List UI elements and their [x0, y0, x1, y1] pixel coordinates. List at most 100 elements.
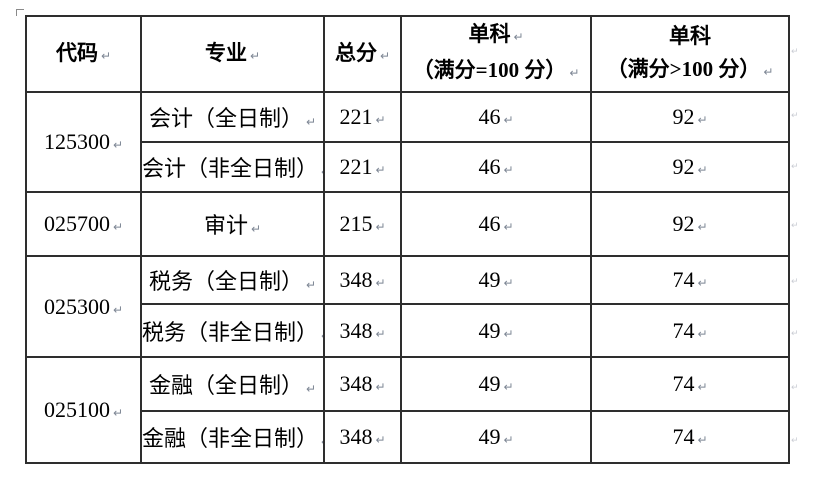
major-value: 审计 [203, 213, 248, 238]
major-value: 金融（非全日制） [142, 426, 319, 451]
cell-single-gt100: 74 ↵ [590, 356, 790, 412]
cell-major: 税务（非全日制）↵ [140, 303, 325, 358]
header-code: 代码 ↵ [25, 15, 142, 93]
cell-single-eq100: 46 ↵ [400, 141, 592, 193]
table-row: 025300 ↵ 税务（全日制） ↵ 348 ↵ 49 ↵ 74 ↵ [25, 255, 790, 358]
cell-end-mark: ↵ [375, 326, 386, 341]
cell-total: 215 ↵ [323, 191, 402, 257]
cell-single-gt100: 74 ↵ [590, 303, 790, 358]
major-value: 税务（非全日制） [142, 319, 319, 345]
total-value: 215 [339, 211, 373, 236]
cell-end-mark: ↵ [112, 138, 124, 152]
cell-total: 348 ↵ [323, 255, 402, 305]
cell-end-mark: ↵ [503, 163, 514, 177]
cell-end-mark: ↵ [375, 113, 386, 127]
cell-major: 税务（全日制） ↵ [140, 255, 325, 305]
cell-end-mark: ↵ [513, 30, 524, 44]
row-end-mark: ↵ [791, 47, 799, 57]
table-row: 税务（非全日制）↵ 348↵ 49↵ 74↵ [26, 303, 790, 358]
cell-total: 348 ↵ [323, 356, 402, 412]
single-gt-value: 74 [672, 424, 695, 449]
code-value: 025300 [43, 293, 110, 319]
single-gt-value: 92 [672, 154, 695, 179]
single-eq-value: 49 [478, 317, 501, 343]
total-value: 348 [339, 267, 373, 292]
header-single-subject-gt100: 单科 （满分>100 分） ↵ [590, 15, 790, 93]
cell-end-mark: ↵ [503, 113, 514, 127]
cell-code: 025300 ↵ [25, 255, 142, 358]
table-row: 金融（非全日制）↵ 348↵ 49↵ 74↵ [26, 410, 790, 464]
cell-single-gt100: 92 ↵ [590, 91, 790, 143]
row-end-mark: ↵ [791, 162, 799, 172]
cell-end-mark: ↵ [100, 48, 112, 63]
single-gt-value: 92 [672, 104, 695, 129]
cell-major: 审计 ↵ [140, 191, 325, 257]
single-eq-value: 49 [478, 371, 501, 396]
cell-major: 会计（全日制） ↵ [140, 91, 325, 143]
cell-single-eq100: 49 ↵ [400, 410, 592, 464]
single-gt-value: 74 [672, 317, 695, 343]
header-single-subject-eq100: 单科 ↵ （满分=100 分） ↵ [400, 15, 592, 93]
cell-single-gt100: 92 ↵ [590, 191, 790, 257]
single-eq-value: 49 [478, 424, 501, 449]
total-value: 221 [339, 154, 373, 179]
header-line: （满分>100 分） ↵ [593, 53, 787, 89]
header-total-label: 总分 [334, 40, 377, 65]
cell-end-mark: ↵ [697, 433, 708, 447]
row-end-mark: ↵ [791, 221, 799, 231]
single-gt-value: 74 [672, 371, 695, 396]
cell-end-mark: ↵ [697, 380, 708, 394]
cell-end-mark: ↵ [112, 302, 124, 317]
table-row: 125300 ↵ 会计（全日制） ↵ 221 ↵ 46 ↵ 92 ↵ [25, 91, 790, 193]
cell-end-mark: ↵ [503, 276, 514, 290]
code-value: 025700 [43, 211, 110, 236]
table-row: 025100 ↵ 金融（全日制） ↵ 348 ↵ 49 ↵ 74 ↵ [25, 356, 790, 464]
header-major-label: 专业 [204, 40, 247, 65]
cell-single-eq100: 49 ↵ [400, 303, 592, 358]
row-end-mark: ↵ [791, 329, 799, 339]
total-value: 348 [339, 371, 373, 396]
cell-end-mark: ↵ [250, 222, 262, 236]
cell-single-eq100: 46 ↵ [400, 191, 592, 257]
cell-end-mark: ↵ [375, 433, 386, 447]
cell-code: 025700 ↵ [25, 191, 142, 257]
code-value: 125300 [43, 129, 110, 154]
cell-single-eq100: 49 ↵ [400, 356, 592, 412]
header-line: （满分=100 分） ↵ [403, 54, 589, 90]
cell-end-mark: ↵ [112, 220, 124, 234]
header-single-eq-line2: （满分=100 分） [412, 58, 567, 82]
total-value: 221 [339, 104, 373, 129]
cell-end-mark: ↵ [375, 163, 386, 177]
row-end-mark: ↵ [791, 277, 799, 287]
cell-single-gt100: 74 ↵ [590, 410, 790, 464]
cell-end-mark: ↵ [321, 329, 322, 343]
cell-end-mark: ↵ [379, 48, 391, 63]
cell-code: 025100 ↵ [25, 356, 142, 464]
header-line: 单科 [593, 20, 787, 53]
cell-total: 221 ↵ [323, 141, 402, 193]
cell-end-mark: ↵ [697, 220, 708, 234]
cell-end-mark: ↵ [569, 66, 580, 80]
table-header-row: 代码 ↵ 专业 ↵ 总分 ↵ 单科 ↵ （满分=100 分） ↵ 单科 （满分>100 分… [25, 15, 790, 93]
cell-end-mark: ↵ [305, 278, 317, 292]
cell-end-mark: ↵ [503, 326, 514, 341]
cell-end-mark: ↵ [697, 276, 708, 290]
cell-end-mark: ↵ [375, 220, 386, 234]
header-single-gt-line2: （满分>100 分） [606, 56, 761, 81]
row-end-mark: ↵ [791, 383, 799, 393]
major-value: 会计（全日制） [148, 106, 303, 131]
header-major: 专业 ↵ [140, 15, 325, 93]
row-end-mark: ↵ [791, 111, 799, 121]
header-single-eq-line1: 单科 [468, 22, 511, 46]
cell-code: 125300 ↵ [25, 91, 142, 193]
cell-total: 348 ↵ [323, 303, 402, 358]
cell-end-mark: ↵ [305, 382, 317, 396]
total-value: 348 [339, 317, 373, 343]
cell-major: 金融（非全日制）↵ [140, 410, 325, 464]
cell-end-mark: ↵ [375, 380, 386, 394]
total-value: 348 [339, 424, 373, 449]
major-value: 税务（全日制） [148, 269, 303, 294]
cell-single-eq100: 49 ↵ [400, 255, 592, 305]
single-eq-value: 46 [478, 211, 501, 236]
header-code-label: 代码 [55, 40, 98, 65]
